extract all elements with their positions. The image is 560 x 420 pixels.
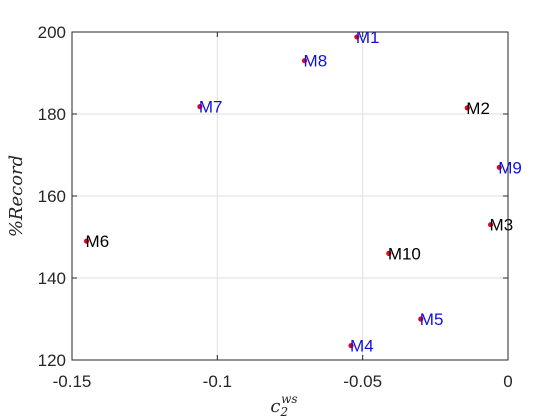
x-axis-label-base: c	[270, 396, 280, 417]
x-axis-label-superscript: ws	[281, 392, 297, 406]
data-point-marker	[386, 250, 392, 256]
data-point-marker	[496, 164, 502, 170]
x-tick-label: -0.15	[53, 372, 92, 391]
data-point-marker	[301, 58, 308, 64]
data-point-label: M1	[356, 28, 380, 47]
x-axis-label-subscript: 2	[280, 405, 289, 419]
data-point-label: M4	[350, 337, 374, 356]
data-point-marker	[354, 34, 360, 40]
plot-frame	[71, 31, 509, 361]
data-point-label: M5	[420, 310, 444, 329]
data-point-marker	[418, 316, 424, 322]
x-axis-label: c2ws	[270, 392, 297, 419]
data-point-label: M2	[466, 99, 490, 118]
data-point-marker	[197, 104, 203, 110]
y-tick-label: 120	[38, 351, 66, 370]
data-point-label: M6	[86, 232, 110, 251]
data-point-label: M10	[388, 244, 421, 263]
y-axis-label: %Record	[6, 155, 27, 237]
data-point-label: M8	[304, 52, 328, 71]
data-point-marker	[464, 105, 470, 111]
data-point-label: M3	[490, 216, 514, 235]
y-tick-label: 200	[38, 23, 66, 42]
data-point-marker	[348, 343, 354, 349]
data-point-label: M7	[199, 98, 223, 117]
y-tick-label: 160	[38, 187, 66, 206]
data-point-label: M9	[498, 158, 522, 177]
axis-ticks: -0.15 -0.1 -0.05 0 120 140 160 180 200	[38, 23, 513, 391]
data-point-marker	[83, 238, 90, 244]
data-points: M1 M2 M3 M4 M5 M6 M7 M8 M9 M10	[83, 28, 522, 356]
y-tick-label: 140	[38, 269, 66, 288]
x-tick-label: -0.05	[343, 372, 382, 391]
data-point-marker	[487, 222, 494, 228]
x-tick-label: -0.1	[203, 372, 232, 391]
grid-lines	[72, 32, 508, 360]
y-tick-label: 180	[38, 105, 66, 124]
x-tick-label: 0	[503, 372, 512, 391]
